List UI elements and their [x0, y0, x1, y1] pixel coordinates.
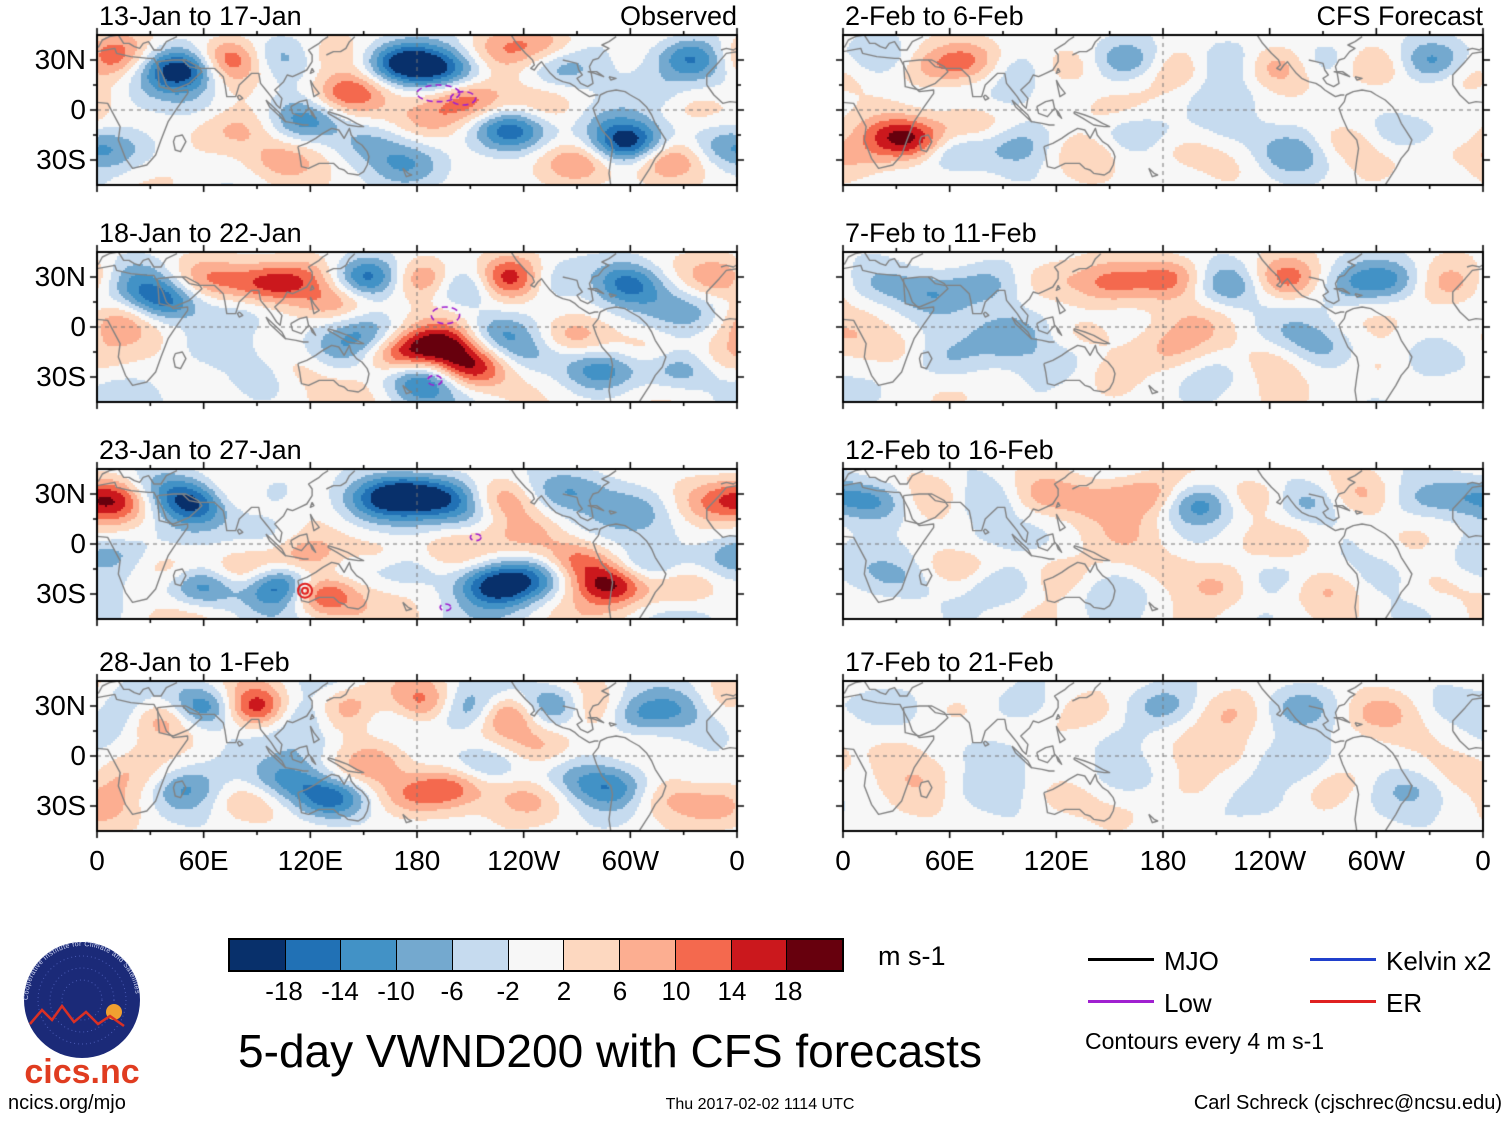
colorbar-segment	[396, 940, 452, 970]
legend-line-kelvin	[1310, 958, 1376, 961]
y-axis-label: 30N	[34, 478, 86, 509]
colorbar-segment	[284, 940, 341, 970]
map-panel: 12-Feb to 16-Feb	[833, 435, 1493, 629]
x-axis-label: 120W	[1233, 845, 1307, 876]
colorbar-units: m s-1	[878, 941, 946, 971]
colorbar-tick-label: 2	[556, 976, 572, 1006]
x-axis-label: 60W	[1347, 845, 1406, 876]
y-axis-label: 30N	[34, 44, 86, 75]
y-axis-label: 30S	[36, 361, 86, 392]
logo-circle	[24, 942, 140, 1058]
colorbar-tick-label: 14	[717, 976, 747, 1006]
colorbar-tick-label: -18	[265, 976, 303, 1006]
colorbar-tick-label: -14	[321, 976, 359, 1006]
map-panel: 13-Jan to 17-Jan Observed	[87, 1, 747, 195]
map-canvas	[87, 242, 747, 412]
map-panel: 23-Jan to 27-Jan	[87, 435, 747, 629]
colorbar-tick-label: 6	[612, 976, 628, 1006]
x-axis-label: 0	[1475, 845, 1491, 876]
footer-left: ncics.org/mjo	[8, 1092, 126, 1114]
map-canvas	[87, 25, 747, 195]
colorbar	[228, 938, 844, 972]
map-canvas	[833, 242, 1493, 412]
x-axis-label: 120W	[487, 845, 561, 876]
colorbar-segment	[340, 940, 397, 970]
map-canvas	[833, 671, 1493, 841]
map-panel: 17-Feb to 21-Feb	[833, 647, 1493, 841]
legend-label-mjo: MJO	[1164, 946, 1219, 976]
map-panel: 18-Jan to 22-Jan	[87, 218, 747, 412]
y-axis-label: 30N	[34, 690, 86, 721]
legend-label-kelvin: Kelvin x2	[1386, 946, 1492, 976]
y-axis-label: 0	[70, 740, 86, 771]
colorbar-tick-label: -2	[496, 976, 520, 1006]
x-axis-label: 60W	[601, 845, 660, 876]
x-axis-label: 120E	[277, 845, 344, 876]
x-axis-label: 60E	[178, 845, 229, 876]
colorbar-segment	[619, 940, 675, 970]
y-axis-label: 0	[70, 94, 86, 125]
colorbar-tick-label: 18	[773, 976, 803, 1006]
map-canvas	[833, 459, 1493, 629]
logo-ring-dots	[61, 979, 103, 1021]
logo-ring-dots	[37, 955, 127, 1045]
y-axis-label: 30S	[36, 790, 86, 821]
logo-ring-dots	[49, 967, 115, 1033]
x-axis-label: 60E	[924, 845, 975, 876]
y-axis-label: 30S	[36, 578, 86, 609]
x-axis-label: 0	[729, 845, 745, 876]
logo-mountains-icon	[29, 1003, 125, 1028]
legend-note: Contours every 4 m s-1	[1085, 1028, 1325, 1054]
x-axis-label: 0	[835, 845, 851, 876]
y-axis-label: 30S	[36, 144, 86, 175]
colorbar-segment	[563, 940, 620, 970]
x-axis-label: 120E	[1023, 845, 1090, 876]
y-axis-label: 30N	[34, 261, 86, 292]
map-canvas	[87, 459, 747, 629]
colorbar-segment	[451, 940, 508, 970]
x-axis-label: 0	[89, 845, 105, 876]
y-axis-label: 0	[70, 311, 86, 342]
legend-label-low: Low	[1164, 988, 1212, 1018]
colorbar-segment	[786, 940, 843, 970]
colorbar-segment	[674, 940, 731, 970]
legend-label-er: ER	[1386, 988, 1423, 1018]
legend-line-er	[1310, 1000, 1376, 1003]
x-axis-label: 180	[393, 845, 441, 876]
map-panel: 28-Jan to 1-Feb	[87, 647, 747, 841]
colorbar-segment	[230, 940, 285, 970]
legend-line-mjo	[1088, 958, 1154, 961]
map-panel: 2-Feb to 6-Feb CFS Forecast	[833, 1, 1493, 195]
footer-center: Thu 2017-02-02 1114 UTC	[665, 1096, 855, 1113]
map-panel: 7-Feb to 11-Feb	[833, 218, 1493, 412]
x-axis-label: 180	[1139, 845, 1187, 876]
footer-right: Carl Schreck (cjschrec@ncsu.edu)	[1193, 1092, 1502, 1114]
colorbar-tick-label: -6	[440, 976, 464, 1006]
legend-line-low	[1088, 1000, 1154, 1003]
map-canvas	[833, 25, 1493, 195]
colorbar-segment	[730, 940, 787, 970]
map-canvas	[87, 671, 747, 841]
figure-title: 5-day VWND200 with CFS forecasts	[238, 1025, 982, 1077]
colorbar-tick-label: -10	[377, 976, 415, 1006]
cics-logo: Cooperative Institute for Climate and Sa…	[23, 941, 140, 1091]
colorbar-segment	[507, 940, 564, 970]
y-axis-label: 0	[70, 528, 86, 559]
logo-text: cics.nc	[24, 1053, 139, 1091]
colorbar-tick-label: 10	[661, 976, 691, 1006]
